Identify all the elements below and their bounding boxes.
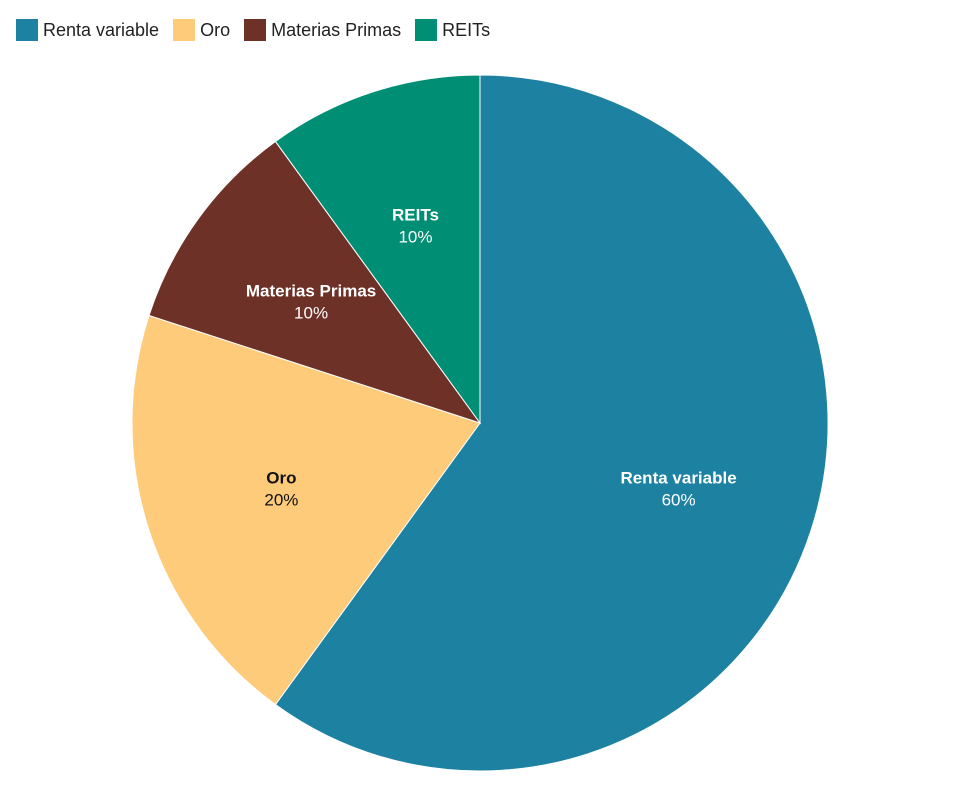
legend-item-materias-primas[interactable]: Materias Primas [244, 19, 401, 41]
legend-swatch [173, 19, 196, 41]
legend-label: REITs [442, 19, 491, 40]
slice-label-value: 20% [264, 491, 298, 510]
pie-slice-oro[interactable] [131, 314, 481, 706]
legend-item-renta-variable[interactable]: Renta variable [16, 19, 159, 41]
pie-slice-materias-primas[interactable] [148, 140, 482, 424]
legend-swatch [16, 19, 38, 41]
slice-label-name: Oro [266, 469, 296, 488]
pie-slice-renta-variable[interactable] [274, 74, 829, 772]
slice-label-name: Renta variable [620, 469, 736, 488]
slice-label-value: 10% [398, 227, 432, 246]
legend-label: Renta variable [43, 19, 160, 40]
pie-slice-reits[interactable] [274, 74, 481, 425]
legend-label: Materias Primas [271, 19, 402, 40]
slice-label-value: 60% [662, 491, 696, 510]
legend-item-oro[interactable]: Oro [173, 19, 230, 41]
legend-swatch [415, 19, 438, 41]
chart-legend: Renta variable Oro Materias Primas REITs [16, 17, 490, 43]
legend-label: Oro [200, 19, 231, 40]
slice-label-value: 10% [294, 303, 328, 322]
legend-item-reits[interactable]: REITs [415, 19, 490, 41]
slice-label-name: Materias Primas [246, 281, 376, 300]
legend-swatch [244, 19, 267, 41]
slice-label-name: REITs [392, 205, 439, 224]
